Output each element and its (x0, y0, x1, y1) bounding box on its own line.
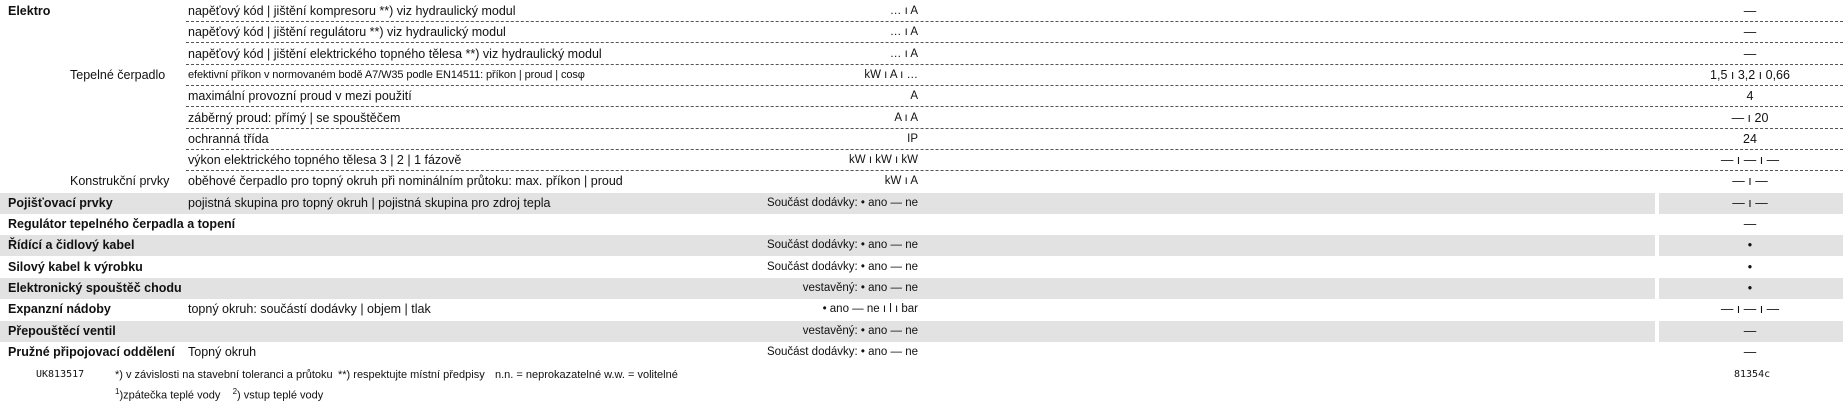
parameter-description: záběrný proud: přímý | se spouštěčem (188, 110, 401, 125)
table-row: výkon elektrického topného tělesa 3 | 2 … (0, 150, 1843, 172)
figure-code: 81354c (1734, 369, 1771, 380)
row-shading (1659, 277, 1843, 299)
table-row: Řídící a čidlový kabel Součást dodávky: •… (0, 235, 1843, 257)
parameter-description: ochranná třída (188, 131, 269, 146)
unit-label: … ı A (889, 26, 918, 39)
category-label: Expanzní nádoby (8, 302, 111, 317)
value-cell: • (1747, 280, 1753, 295)
row-divider (186, 63, 1843, 65)
value-cell: — (1743, 217, 1757, 231)
unit-label: A (910, 90, 918, 103)
unit-label: Součást dodávky: • ano — ne (766, 260, 918, 273)
table-row: maximální provozní proud v mezi použití A… (0, 86, 1843, 108)
table-row: Elektro napěťový kód | jištění kompresoru… (0, 1, 1843, 22)
row-shading (1659, 192, 1843, 214)
subcategory-label: Konstrukční prvky (70, 174, 170, 189)
value-cell: — ı — (1732, 174, 1768, 189)
unit-label: … ı A (889, 5, 918, 17)
parameter-description: pojistná skupina pro topný okruh | pojis… (188, 195, 551, 210)
category-label: Regulátor tepelného čerpadla a topení (8, 217, 236, 231)
footnote-dhw: 1)zpátečka teplé vody 2) vstup teplé vod… (115, 387, 324, 402)
parameter-description: topný okruh: součástí dodávky | objem | … (188, 302, 431, 317)
category-label: Elektro (8, 4, 51, 18)
subcategory-label: Tepelné čerpadlo (70, 67, 166, 82)
parameter-description: Topný okruh (188, 344, 257, 359)
category-label: Přepouštěcí ventil (8, 323, 116, 338)
value-cell: — (1743, 25, 1757, 40)
row-shading (1659, 235, 1843, 257)
parameter-description: napěťový kód | jištění elektrického topn… (188, 46, 602, 61)
table-row: Přepouštěcí ventil vestavěný: • ano — ne — (0, 320, 1843, 342)
parameter-description: oběhové čerpadlo pro topný okruh při nom… (188, 174, 623, 189)
table-row: záběrný proud: přímý | se spouštěčem A ı … (0, 108, 1843, 129)
table-row: Pojišťovací prvky pojistná skupina pro to… (0, 192, 1843, 214)
parameter-description: napěťový kód | jištění kompresoru **) vi… (188, 4, 516, 18)
table-row: napěťový kód | jištění elektrického topn… (0, 44, 1843, 65)
value-cell: — (1743, 344, 1757, 359)
parameter-description: napěťový kód | jištění regulátoru **) vi… (188, 25, 506, 40)
row-divider (186, 127, 1843, 129)
unit-label: … ı A (889, 47, 918, 60)
footnote-abbreviations: n.n. = neprokazatelné w.w. = volitelné (495, 369, 678, 381)
category-label: Elektronický spouštěč chodu (8, 280, 182, 295)
footnote-local-rules: **) respektujte místní předpisy (338, 369, 485, 381)
row-divider (186, 84, 1843, 86)
unit-label: A ı A (894, 111, 918, 124)
unit-label: IP (907, 132, 918, 145)
value-cell: — (1743, 4, 1757, 18)
category-label: Řídící a čidlový kabel (8, 238, 135, 253)
table-row: Silový kabel k výrobku Součást dodávky: •… (0, 257, 1843, 278)
row-divider (186, 21, 1843, 22)
table-row: ochranná třída IP 24 (0, 129, 1843, 150)
unit-label: Součást dodávky: • ano — ne (766, 345, 918, 358)
row-divider (186, 42, 1843, 44)
table-row: Konstrukční prvky oběhové čerpadlo pro to… (0, 171, 1843, 192)
footnote-tolerance: *) v závislosti na stavební toleranci a … (115, 369, 333, 381)
row-shading (1659, 320, 1843, 342)
table-row: napěťový kód | jištění regulátoru **) vi… (0, 22, 1843, 44)
unit-label: kW ı kW ı kW (849, 154, 918, 167)
unit-label: Součást dodávky: • ano — ne (766, 239, 918, 252)
value-cell: • (1747, 259, 1753, 274)
value-cell: — (1743, 46, 1757, 61)
unit-label: vestavěný: • ano — ne (802, 324, 918, 337)
unit-label: • ano — ne ı l ı bar (822, 303, 918, 316)
value-cell: 24 (1743, 131, 1757, 146)
table-row: Elektronický spouštěč chodu vestavěný: • … (0, 277, 1843, 299)
table-row: Tepelné čerpadlo efektivní příkon v normo… (0, 65, 1843, 86)
table-row: Pružné připojovací oddělení Topný okruh So… (0, 342, 1843, 363)
category-label: Pojišťovací prvky (8, 195, 113, 210)
parameter-description: efektivní příkon v normovaném bodě A7/W3… (188, 68, 585, 81)
unit-label: kW ı A ı … (864, 68, 918, 81)
row-shading (0, 235, 1655, 257)
value-cell: — ı — ı — (1720, 302, 1780, 317)
parameter-description: maximální provozní proud v mezi použití (188, 89, 412, 104)
row-divider (186, 170, 1843, 172)
value-cell: • (1747, 238, 1753, 253)
category-label: Silový kabel k výrobku (8, 259, 143, 274)
document-code: UK813517 (36, 369, 85, 380)
parameter-description: výkon elektrického topného tělesa 3 | 2 … (188, 153, 462, 168)
value-cell: — (1743, 323, 1757, 338)
unit-label: vestavěný: • ano — ne (802, 281, 918, 294)
value-cell: — ı — ı — (1720, 153, 1780, 168)
table-row: Expanzní nádoby topný okruh: součástí dod… (0, 299, 1843, 320)
row-shading (0, 192, 1655, 214)
value-cell: — ı 20 (1731, 110, 1769, 125)
row-shading (0, 277, 1655, 299)
category-label: Pružné připojovací oddělení (8, 344, 175, 359)
unit-label: Součást dodávky: • ano — ne (766, 196, 918, 209)
table-row: Regulátor tepelného čerpadla a topení — (0, 214, 1843, 235)
value-cell: 1,5 ı 3,2 ı 0,66 (1710, 67, 1790, 82)
value-cell: — ı — (1732, 195, 1768, 210)
value-cell: 4 (1746, 89, 1754, 104)
unit-label: kW ı A (884, 175, 918, 188)
row-divider (186, 106, 1843, 108)
row-shading (0, 320, 1655, 342)
row-divider (186, 148, 1843, 150)
